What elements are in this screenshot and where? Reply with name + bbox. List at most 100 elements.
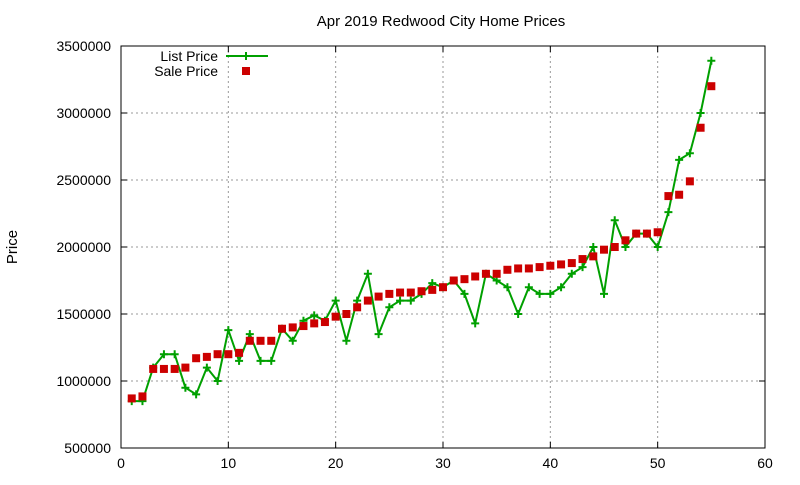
list-price-point (396, 296, 405, 305)
sale-price-point (245, 336, 254, 345)
legend-marker-sale-price (242, 67, 250, 75)
list-price-point (535, 289, 544, 298)
sale-price-point (256, 336, 265, 345)
list-price-point (460, 289, 469, 298)
sale-price-point (503, 265, 512, 274)
sale-price-point (428, 285, 437, 294)
list-price-point (192, 390, 201, 399)
list-price-point (353, 296, 362, 305)
list-price-point (503, 283, 512, 292)
list-price-point (675, 155, 684, 164)
y-tick-label: 2000000 (56, 239, 111, 255)
list-price-point (578, 263, 587, 272)
y-tick-label: 500000 (64, 440, 111, 456)
sale-price-point (471, 272, 480, 281)
x-tick-label: 30 (435, 455, 451, 471)
sale-price-point (159, 364, 168, 373)
sale-price-point (685, 177, 694, 186)
y-tick-label: 1500000 (56, 306, 111, 322)
sale-price-point (267, 336, 276, 345)
sale-price-point (374, 292, 383, 301)
y-tick-label: 1000000 (56, 373, 111, 389)
legend-entry-sale-price: Sale Price (154, 63, 250, 79)
sale-price-point (192, 354, 201, 363)
sale-price-point (385, 289, 394, 298)
list-price-point (406, 296, 415, 305)
sale-price-point (331, 312, 340, 321)
sale-price-point (610, 243, 619, 251)
series-line-list-price (131, 60, 713, 403)
y-axis-label: Price (4, 230, 21, 264)
plot-frame (120, 45, 766, 449)
sale-price-point (589, 252, 598, 261)
sale-price-point (353, 303, 362, 312)
list-price-point (235, 356, 244, 365)
list-price-point (181, 383, 190, 392)
axis-ticks: 0 10 20 30 40 50 60 500000 1000000 1500000 2000000… (56, 38, 773, 471)
sale-price-point (567, 259, 576, 268)
x-tick-label: 60 (757, 455, 773, 471)
list-price-point (685, 149, 694, 158)
y-tick-label: 3000000 (56, 105, 111, 121)
list-price-point (202, 363, 211, 372)
list-price-point (707, 56, 716, 65)
sale-price-point (127, 394, 136, 403)
legend: List Price Sale Price (154, 48, 268, 79)
sale-price-point (406, 288, 415, 297)
list-price-point (492, 276, 501, 285)
sale-price-point (642, 229, 651, 238)
list-price-point (567, 269, 576, 278)
list-price-point (213, 377, 222, 385)
list-price-point (363, 269, 372, 278)
sale-price-point (696, 123, 705, 132)
sale-price-point (460, 275, 469, 284)
sale-price-point (138, 392, 147, 401)
list-price-point (310, 311, 319, 320)
sale-price-point (342, 310, 351, 318)
sale-price-point (288, 323, 297, 332)
list-price-point (331, 296, 340, 305)
x-tick-label: 20 (328, 455, 344, 471)
legend-marker-list-price (242, 52, 250, 60)
sale-price-point (320, 318, 329, 327)
legend-label-sale-price: Sale Price (154, 63, 218, 79)
sale-price-point (417, 287, 426, 296)
y-tick-label: 3500000 (56, 38, 111, 54)
sale-price-point (653, 228, 662, 237)
list-price-point (696, 109, 705, 117)
sale-price-point (675, 190, 684, 199)
sale-price-point (224, 350, 233, 359)
list-price-point (589, 243, 598, 251)
plot-area (127, 56, 716, 406)
list-price-point (621, 243, 630, 251)
list-price-point (385, 303, 394, 312)
legend-label-list-price: List Price (160, 48, 218, 64)
sale-price-point (664, 192, 673, 201)
sale-price-point (181, 363, 190, 372)
sale-price-point (546, 261, 555, 270)
list-price-point (428, 279, 437, 288)
sale-price-point (557, 260, 566, 269)
list-price-point (664, 208, 673, 217)
sale-price-point (535, 263, 544, 272)
sale-price-point (363, 296, 372, 305)
sale-price-point (524, 264, 533, 273)
list-price-point (256, 356, 265, 365)
sale-price-point (492, 269, 501, 278)
sale-price-point (600, 245, 608, 254)
sale-price-point (578, 255, 587, 264)
list-price-point (653, 243, 662, 251)
list-price-point (170, 350, 179, 359)
list-price-point (600, 289, 608, 298)
list-price-point (267, 356, 276, 365)
list-price-point (374, 330, 383, 339)
sale-price-point (235, 348, 244, 357)
grid-lines (121, 46, 765, 448)
list-price-point (245, 330, 254, 339)
list-price-point (514, 310, 523, 318)
sale-price-point (170, 364, 179, 373)
list-price-point (342, 336, 351, 345)
x-tick-label: 0 (117, 455, 125, 471)
